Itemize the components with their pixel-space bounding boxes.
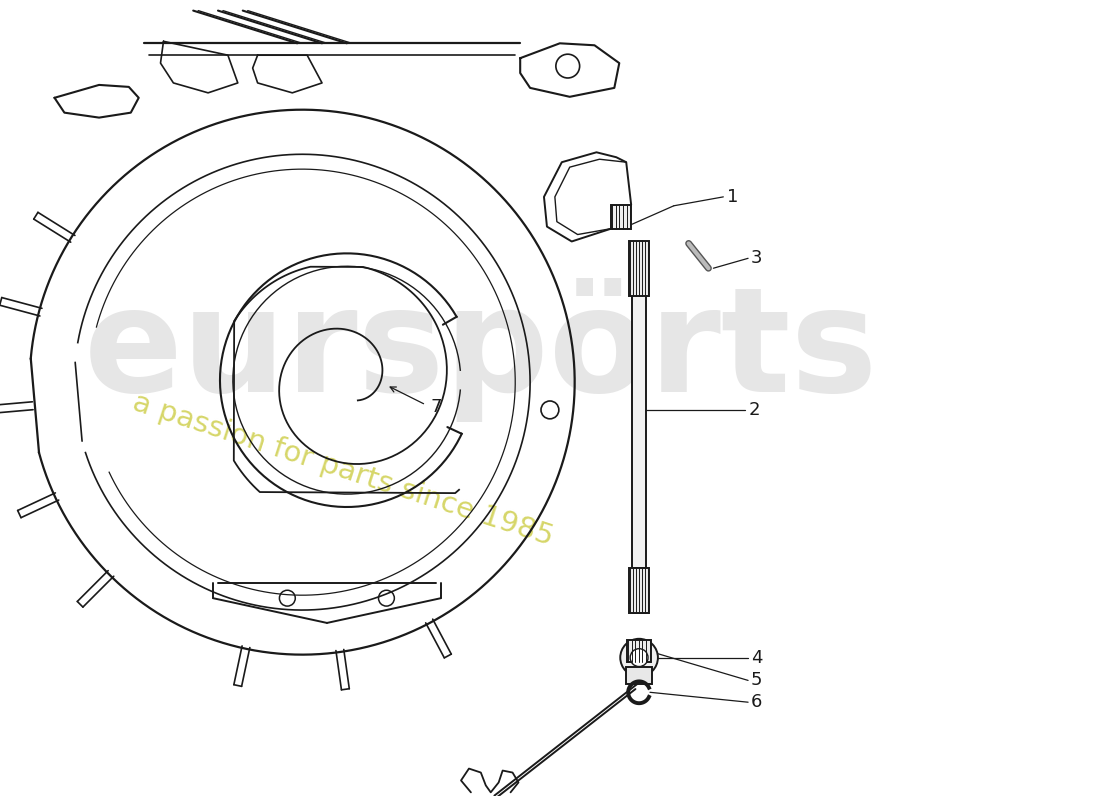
Circle shape [620, 638, 658, 677]
Text: 6: 6 [751, 694, 762, 711]
Text: 5: 5 [751, 671, 762, 690]
Bar [627, 640, 651, 662]
Text: 4: 4 [751, 649, 762, 666]
Bar [612, 205, 631, 229]
Text: eurspörts: eurspörts [85, 278, 879, 422]
Bar [629, 569, 649, 613]
Text: 1: 1 [727, 188, 739, 206]
Text: 7: 7 [430, 398, 441, 416]
Circle shape [630, 649, 648, 666]
Bar [629, 242, 649, 296]
Text: 3: 3 [751, 250, 762, 267]
Text: 2: 2 [749, 401, 760, 419]
Text: a passion for parts since 1985: a passion for parts since 1985 [129, 388, 557, 550]
Bar [632, 271, 646, 569]
Bar [626, 666, 652, 684]
